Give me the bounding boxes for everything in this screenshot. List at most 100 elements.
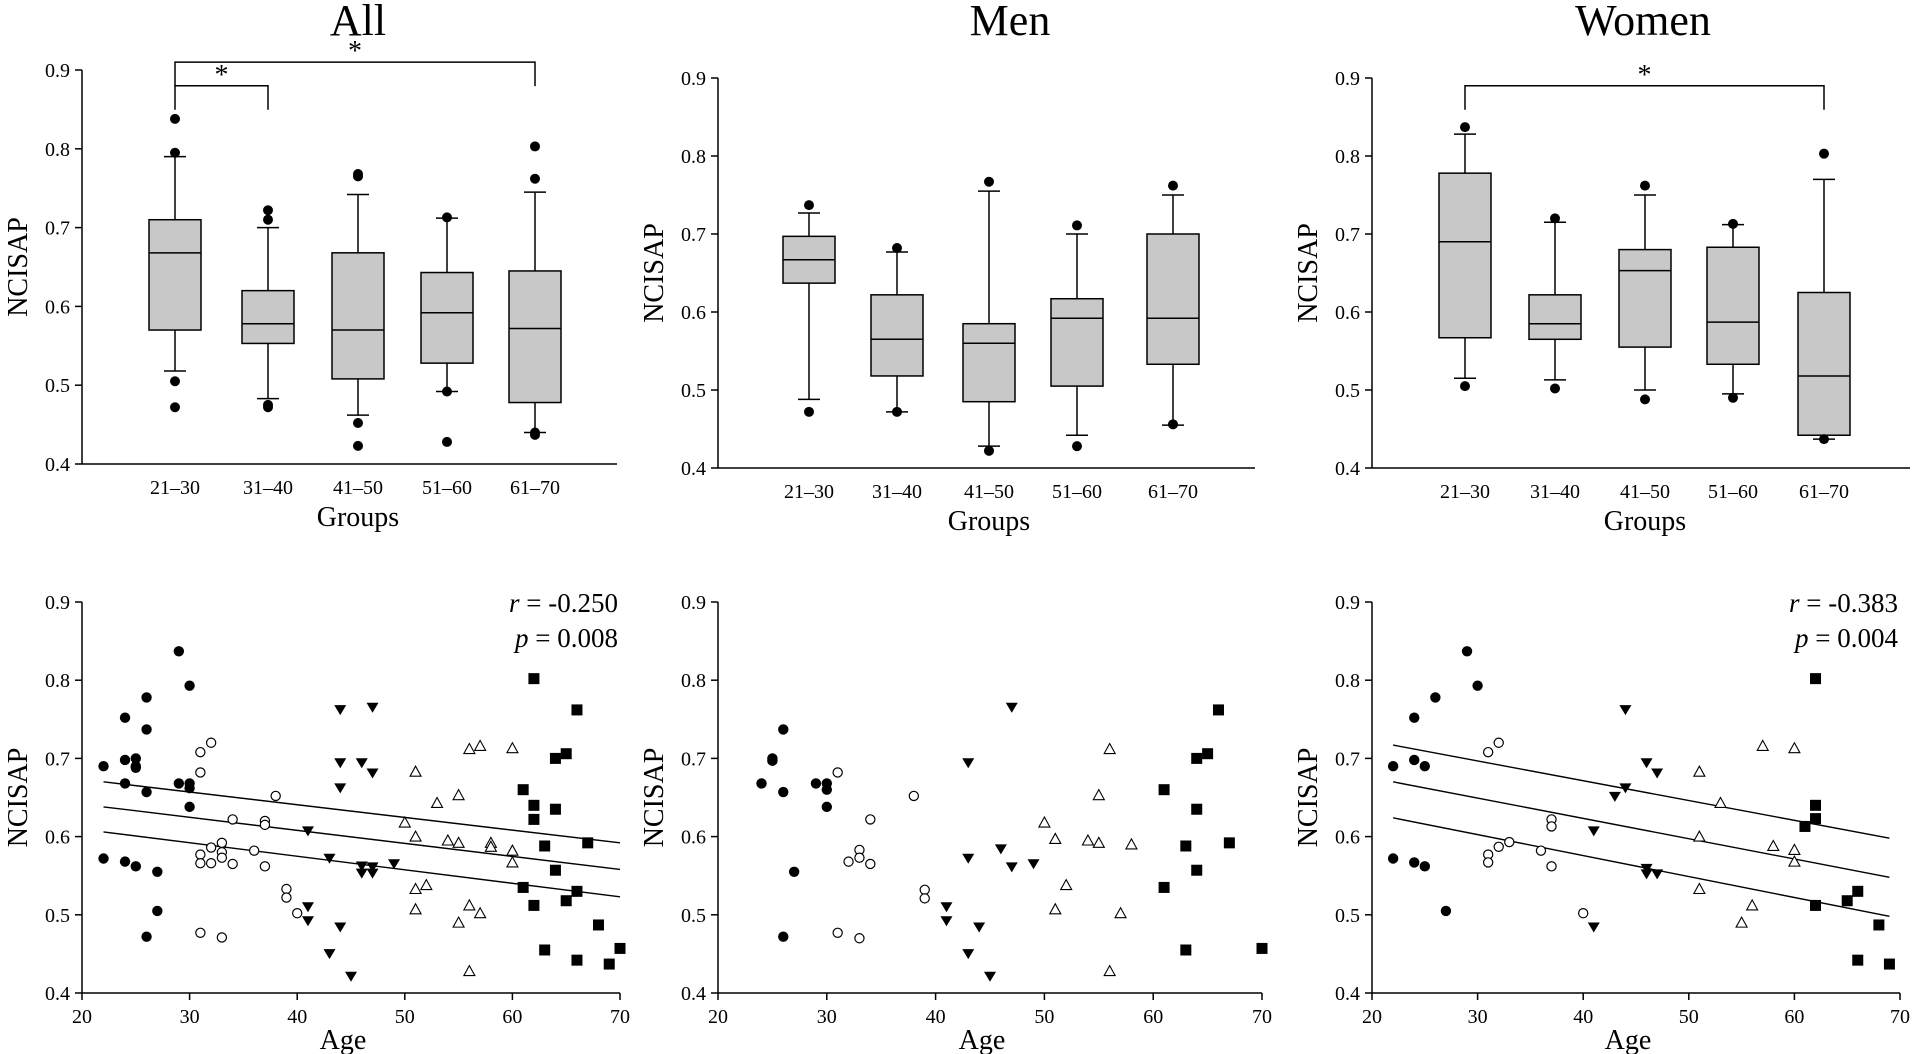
data-point [778,786,789,798]
data-point [1619,705,1632,716]
data-point [1191,752,1203,764]
x-tick-label: 51–60 [1708,481,1758,503]
series-21-30 [756,724,832,942]
data-point [141,786,152,798]
data-point [1810,813,1822,825]
y-tick-label: 0.8 [1335,146,1360,168]
chart-title: All [330,0,386,45]
data-point [528,799,540,811]
data-point [1191,864,1203,876]
p-symbol: p [513,623,529,653]
data-point [1202,748,1214,760]
outlier-point [442,436,452,447]
data-point [962,949,975,960]
bracket-line [174,61,536,87]
data-point [195,857,206,869]
y-tick-label: 0.8 [681,146,706,168]
data-point [473,906,487,919]
x-tick-label: 31–40 [1530,481,1580,503]
y-tick-label: 0.4 [681,983,706,1005]
outlier-point [442,386,452,397]
series-21-30 [98,646,195,942]
data-point [560,748,572,760]
data-point [1619,783,1632,794]
data-point [1472,680,1483,691]
data-point [227,814,238,825]
data-point [1873,919,1885,931]
box-all-panel: 0.4 0.5 0.6 0.7 0.8 0.9 NCISAP All 21–30 31–40 41–… [3,0,617,533]
box-iqr [148,218,202,331]
data-point [184,782,195,794]
data-point [1766,839,1780,852]
data-point [462,742,476,755]
outlier-point [170,376,180,387]
outlier-point [442,212,452,223]
data-point [281,892,292,903]
data-point [184,680,195,691]
r-symbol: r [509,588,520,618]
data-point [1735,915,1749,928]
data-point [141,692,152,703]
data-point [98,761,109,772]
data-point [119,778,131,789]
x-tick-label: 61–70 [1148,481,1198,503]
x-axis-label: Age [959,1025,1006,1054]
data-point [409,829,422,842]
data-point [843,856,854,867]
data-point [778,724,789,735]
data-point [216,837,228,849]
data-point [539,840,551,852]
outlier-point [170,402,180,413]
data-point [1256,942,1268,954]
data-point [1387,853,1399,864]
outlier-point [263,214,273,225]
y-tick-label: 0.5 [1335,905,1360,927]
x-tick-label: 40 [287,1006,307,1028]
box-4 [1706,218,1760,403]
box-iqr [508,270,562,404]
y-tick-label: 0.6 [45,296,70,318]
data-point [1608,791,1621,802]
outlier-point [804,200,814,211]
data-point [832,927,843,938]
y-tick-label: 0.8 [681,670,706,692]
series-61-70 [1158,704,1268,956]
series-61-70 [1799,673,1895,970]
p-value: = 0.004 [1809,623,1899,653]
data-point [1409,857,1420,868]
y-tick-label: 0.9 [681,592,706,614]
box-women-panel: 0.4 0.5 0.6 0.7 0.8 0.9 NCISAP Women 21–30 31–40 4… [1293,0,1910,537]
x-tick-label: 70 [1252,1006,1272,1028]
x-tick-label: 40 [926,1006,946,1028]
box-2 [241,205,295,413]
data-point [1081,833,1095,846]
scatter-all-panel: 0.4 0.5 0.6 0.7 0.8 0.9 NCISAP 20 30 40 50 60 70 Age r… [3,588,630,1054]
data-point [484,840,498,852]
data-point [334,783,347,794]
data-point [1692,882,1706,895]
y-tick-label: 0.8 [1335,670,1360,692]
box-4 [420,212,474,447]
y-tick-label: 0.6 [45,827,70,849]
r-statistic: r = -0.250 [509,588,618,618]
data-point [1883,958,1895,970]
series-41-50 [301,702,401,982]
data-point [539,944,551,956]
y-tick-label: 0.7 [681,748,706,770]
series-61-70 [517,673,626,970]
box-5 [508,141,562,440]
data-point [1810,799,1822,811]
data-point [419,878,433,891]
data-point [173,646,185,657]
x-tick-label: 31–40 [243,477,293,499]
data-point [1092,788,1106,801]
y-tick-label: 0.4 [1335,983,1360,1005]
data-point [1092,836,1106,848]
outlier-point [170,113,180,124]
x-axis-label: Groups [317,502,399,533]
data-point [98,853,109,864]
series-21-30 [1387,646,1483,917]
x-tick-label: 51–60 [1052,481,1102,503]
data-point [366,862,379,873]
data-point [505,855,519,868]
